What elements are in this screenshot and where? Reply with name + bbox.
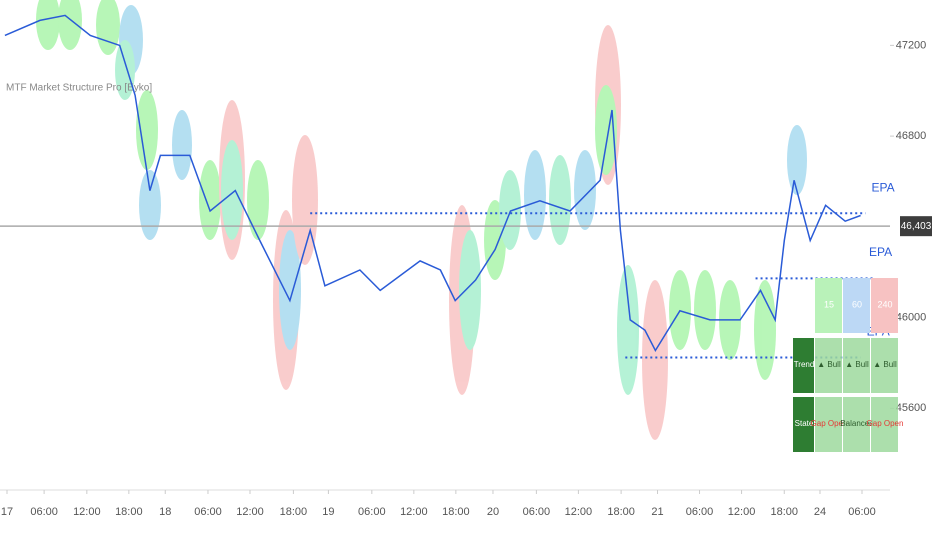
table-header-cell xyxy=(871,278,898,333)
bubble xyxy=(119,5,143,75)
bubble xyxy=(58,0,82,50)
x-tick-label: 18:00 xyxy=(607,506,635,518)
bubble xyxy=(499,170,521,250)
bubble xyxy=(549,155,571,245)
bubble xyxy=(247,160,269,240)
y-tick-label: 47200 xyxy=(896,39,927,51)
bubble xyxy=(595,85,617,175)
last-price-tag xyxy=(900,216,932,237)
x-tick-label: 18 xyxy=(159,506,171,518)
table-cell xyxy=(793,397,814,452)
y-tick-label: 45600 xyxy=(896,402,927,414)
x-tick-label: 12:00 xyxy=(728,506,756,518)
bubble xyxy=(754,280,776,380)
table-cell-text: ▲ Bull xyxy=(845,360,869,369)
x-tick-label: 12:00 xyxy=(565,506,593,518)
level-label: EPA xyxy=(869,245,892,259)
x-tick-label: 18:00 xyxy=(442,506,470,518)
x-tick-label: 12:00 xyxy=(400,506,428,518)
last-price-label: 46,403 xyxy=(901,221,932,232)
x-tick-label: 21 xyxy=(651,506,663,518)
x-tick-label: 12:00 xyxy=(73,506,101,518)
bubble xyxy=(787,125,807,195)
x-tick-label: 06:00 xyxy=(358,506,386,518)
x-tick-label: 19 xyxy=(322,506,334,518)
bubble xyxy=(524,150,546,240)
bubble xyxy=(273,210,299,390)
bubble xyxy=(617,265,639,395)
table-cell-text: ▲ Bull xyxy=(817,360,841,369)
bubbles xyxy=(36,0,807,440)
y-tick-label: 46800 xyxy=(896,130,927,142)
table-cell-text: Gap Open xyxy=(811,419,848,428)
y-tick-label: 46000 xyxy=(896,311,927,323)
x-tick-label: 06:00 xyxy=(686,506,714,518)
table-cell xyxy=(843,397,870,452)
table-cell xyxy=(793,338,814,393)
bubble xyxy=(115,40,135,100)
x-tick-label: 18:00 xyxy=(280,506,308,518)
x-tick-label: 20 xyxy=(487,506,499,518)
bubble xyxy=(574,150,596,230)
level-label: EPA xyxy=(871,180,894,194)
bubble xyxy=(219,100,245,260)
table-cell xyxy=(871,338,898,393)
table-cell-text: Balanced xyxy=(840,419,873,428)
bubble xyxy=(449,205,475,395)
x-tick-label: 18:00 xyxy=(770,506,798,518)
table-cell-text: ▲ Bull xyxy=(873,360,897,369)
table-cell-text: State xyxy=(795,419,814,428)
table-header-text: 240 xyxy=(877,299,892,309)
x-tick-label: 06:00 xyxy=(523,506,551,518)
bubble xyxy=(136,90,158,170)
x-tick-label: 24 xyxy=(814,506,826,518)
table-cell xyxy=(871,397,898,452)
x-tick-label: 06:00 xyxy=(30,506,58,518)
bubble xyxy=(221,140,243,240)
x-tick-label: 17 xyxy=(1,506,13,518)
bubble xyxy=(172,110,192,180)
bubble xyxy=(669,270,691,350)
table-cell xyxy=(815,338,842,393)
bubble xyxy=(279,230,301,350)
bubble xyxy=(459,230,481,350)
table-header-text: 15 xyxy=(824,299,834,309)
table-header-cell xyxy=(843,278,870,333)
table-cell-text: Trend xyxy=(794,360,815,369)
bubble xyxy=(36,0,60,50)
table-cell-text: Gap Open xyxy=(867,419,904,428)
x-tick-label: 06:00 xyxy=(848,506,876,518)
bubble xyxy=(642,280,668,440)
indicator-title: MTF Market Structure Pro [Eyko] xyxy=(6,83,152,94)
table-cell xyxy=(843,338,870,393)
bubble xyxy=(96,0,120,55)
table-header-cell xyxy=(815,278,842,333)
x-tick-label: 18:00 xyxy=(115,506,143,518)
bubble xyxy=(694,270,716,350)
bubble xyxy=(199,160,221,240)
bubble xyxy=(139,170,161,240)
bubble xyxy=(484,200,506,280)
x-tick-label: 12:00 xyxy=(236,506,264,518)
x-tick-label: 06:00 xyxy=(194,506,222,518)
table-cell xyxy=(815,397,842,452)
table-header-text: 60 xyxy=(852,299,862,309)
price-line xyxy=(4,14,861,353)
